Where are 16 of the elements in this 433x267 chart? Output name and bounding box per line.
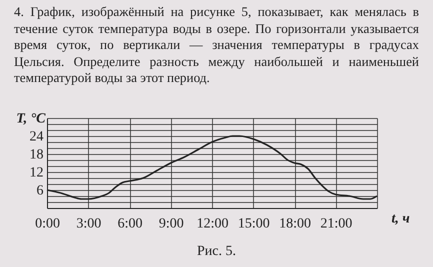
text: Рис. 5.	[196, 244, 237, 260]
y-axis-title: T, °C	[16, 112, 46, 126]
x-tick-label: 3:00	[76, 216, 102, 232]
x-axis-title: t, ч	[392, 212, 410, 226]
x-tick-label: 15:00	[238, 216, 270, 232]
x-tick-label: 9:00	[158, 216, 184, 232]
y-tick-label: 6	[36, 184, 44, 198]
x-tick-label: 12:00	[196, 216, 228, 232]
y-tick-label: 12	[30, 166, 44, 180]
y-tick-label: 24	[30, 130, 44, 144]
x-tick-label: 0:00	[35, 216, 60, 232]
x-tick-label: 6:00	[118, 216, 142, 232]
x-tick-label: 18:00	[279, 216, 311, 232]
x-tick-label: 21:00	[320, 216, 352, 232]
chart-title: 4. График, изображённый на рисунке 5, показывает, как менялась в течение суток температура воды в озере. По горизонтали указывается время суток, по вертикали — значения температуры в градусах Цельсия. Определите разность между наибольшей и наименьшей температурой воды за этот период.	[14, 4, 419, 86]
y-tick-label: 18	[30, 148, 44, 162]
